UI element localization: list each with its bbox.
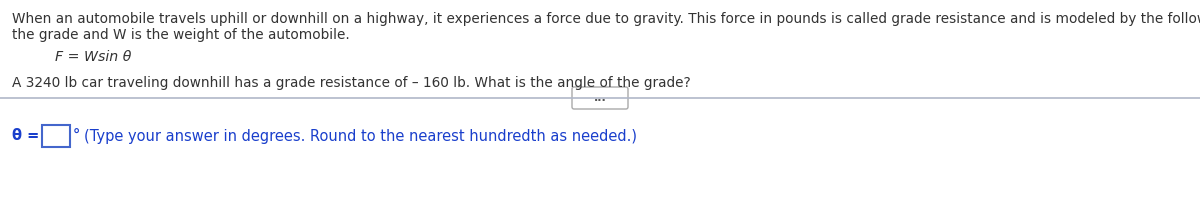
Text: (Type your answer in degrees. Round to the nearest hundredth as needed.): (Type your answer in degrees. Round to t… bbox=[84, 129, 637, 144]
Text: ...: ... bbox=[594, 93, 606, 103]
FancyBboxPatch shape bbox=[42, 125, 70, 147]
Text: When an automobile travels uphill or downhill on a highway, it experiences a for: When an automobile travels uphill or dow… bbox=[12, 12, 1200, 26]
FancyBboxPatch shape bbox=[572, 87, 628, 109]
Text: F = Wsin θ: F = Wsin θ bbox=[55, 50, 131, 64]
Text: the grade and W is the weight of the automobile.: the grade and W is the weight of the aut… bbox=[12, 28, 349, 42]
Text: °: ° bbox=[73, 129, 80, 144]
Text: A 3240 lb car traveling downhill has a grade resistance of – 160 lb. What is the: A 3240 lb car traveling downhill has a g… bbox=[12, 76, 691, 90]
Text: θ =: θ = bbox=[12, 129, 40, 144]
